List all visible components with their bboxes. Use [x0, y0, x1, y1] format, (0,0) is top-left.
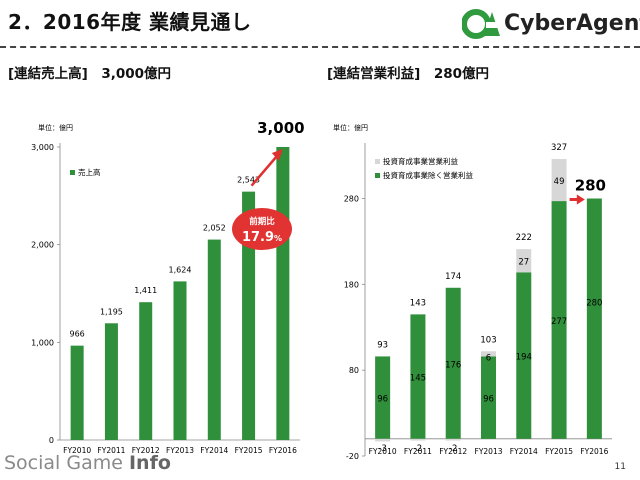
logo-mark-icon [461, 9, 500, 39]
x-tick-label: FY2012 [439, 447, 467, 456]
legend-label-investment: 投資育成事業営業利益 [383, 156, 458, 166]
core-income-label: 176 [445, 360, 461, 370]
x-tick-label: FY2011 [97, 446, 125, 455]
core-income-label: 145 [410, 374, 426, 384]
investment-income-bar [481, 351, 496, 357]
investment-income-label: -2 [414, 444, 422, 454]
logo-text: CyberAgent [504, 11, 640, 36]
core-income-label: 96 [377, 395, 388, 405]
x-tick-label: FY2013 [475, 447, 503, 456]
core-income-label: 280 [586, 299, 602, 309]
growth-badge-value: 17.9% [242, 230, 282, 245]
bar-value-label: 2,543 [237, 176, 260, 185]
x-tick-label: FY2015 [235, 446, 263, 455]
core-income-bar [375, 356, 391, 439]
watermark-text-a: Social Game [4, 452, 129, 474]
cyberagent-logo: CyberAgent [461, 8, 640, 40]
total-income-label: 327 [551, 143, 567, 153]
y-tick-label: 280 [344, 195, 359, 204]
investment-income-label: -3 [378, 444, 386, 454]
total-income-label: 222 [516, 233, 532, 243]
revenue-bar [70, 345, 84, 440]
investment-income-label: 27 [518, 258, 529, 268]
x-tick-label: FY2015 [545, 447, 573, 456]
unit-label: 単位：億円 [38, 123, 73, 132]
x-tick-label: FY2011 [404, 447, 432, 456]
core-income-bar [551, 201, 567, 439]
revenue-bar [139, 302, 153, 440]
x-tick-label: FY2014 [510, 447, 538, 456]
total-income-label: 143 [410, 298, 426, 308]
core-income-bar [586, 198, 602, 439]
x-tick-label: FY2016 [580, 447, 608, 456]
y-tick-label: 3,000 [31, 143, 54, 152]
growth-badge-unit: % [274, 234, 282, 243]
y-tick-label: 0 [49, 436, 54, 445]
growth-arrow-head [576, 194, 585, 205]
legend-label-core: 投資育成事業除く営業利益 [383, 170, 473, 180]
page-number: 11 [614, 462, 626, 472]
investment-income-label: 49 [554, 177, 565, 187]
x-tick-label: FY2016 [269, 446, 297, 455]
legend-swatch-revenue [70, 170, 75, 175]
x-tick-label: FY2014 [200, 446, 228, 455]
revenue-bar [242, 191, 256, 440]
investment-income-label: 6 [486, 353, 491, 363]
growth-badge-line1: 前期比 [249, 216, 275, 227]
section-heading-operating-income: [連結営業利益] 280億円 [327, 66, 490, 82]
investment-income-bar [516, 249, 532, 273]
growth-badge [232, 208, 292, 250]
core-income-label: 96 [483, 395, 494, 405]
x-tick-label: FY2013 [166, 446, 194, 455]
total-income-label: 93 [377, 340, 388, 350]
investment-income-bar [375, 438, 391, 442]
watermark-text-b: Info [128, 452, 171, 474]
x-tick-label: FY2010 [63, 446, 91, 455]
bar-value-label: 1,195 [100, 307, 123, 316]
total-income-label: 174 [445, 272, 461, 282]
bar-value-label-highlight: 3,000 [257, 119, 304, 137]
growth-arrow [250, 154, 279, 187]
bar-value-label: 1,624 [169, 265, 192, 274]
revenue-bar [173, 281, 187, 440]
y-tick-label: 1,000 [31, 338, 54, 347]
legend-label-revenue: 売上高 [78, 167, 101, 177]
total-income-label: 103 [480, 335, 496, 345]
bar-value-label: 2,052 [203, 224, 226, 233]
page-title: 2．2016年度 業績見通し [8, 10, 252, 34]
investment-income-bar [410, 438, 426, 441]
total-income-label-highlight: 280 [575, 177, 606, 195]
investment-income-bar [445, 438, 461, 441]
unit-label: 単位：億円 [333, 123, 368, 132]
y-tick-label: 2,000 [31, 241, 54, 250]
core-income-bar [516, 272, 532, 439]
bar-value-label: 966 [70, 330, 85, 339]
y-tick-label: 180 [344, 280, 359, 289]
x-tick-label: FY2010 [369, 447, 397, 456]
legend-swatch-core [375, 173, 380, 178]
header-divider [0, 46, 640, 48]
core-income-label: 194 [516, 353, 532, 363]
core-income-bar [445, 287, 461, 439]
y-tick-label: 80 [349, 366, 359, 375]
investment-income-label: -2 [449, 444, 457, 454]
watermark: Social Game Info [4, 452, 171, 474]
core-income-label: 277 [551, 317, 567, 327]
legend-swatch-investment [375, 159, 380, 164]
bar-value-label: 1,411 [134, 286, 157, 295]
growth-arrow-head [271, 149, 283, 161]
y-tick-label: -20 [346, 452, 359, 461]
core-income-bar [481, 356, 496, 439]
section-heading-revenue: [連結売上高] 3,000億円 [8, 66, 172, 82]
revenue-bar [104, 323, 118, 440]
revenue-bar [207, 239, 221, 440]
investment-income-bar [551, 159, 567, 202]
core-income-bar [410, 314, 426, 439]
x-tick-label: FY2012 [132, 446, 160, 455]
